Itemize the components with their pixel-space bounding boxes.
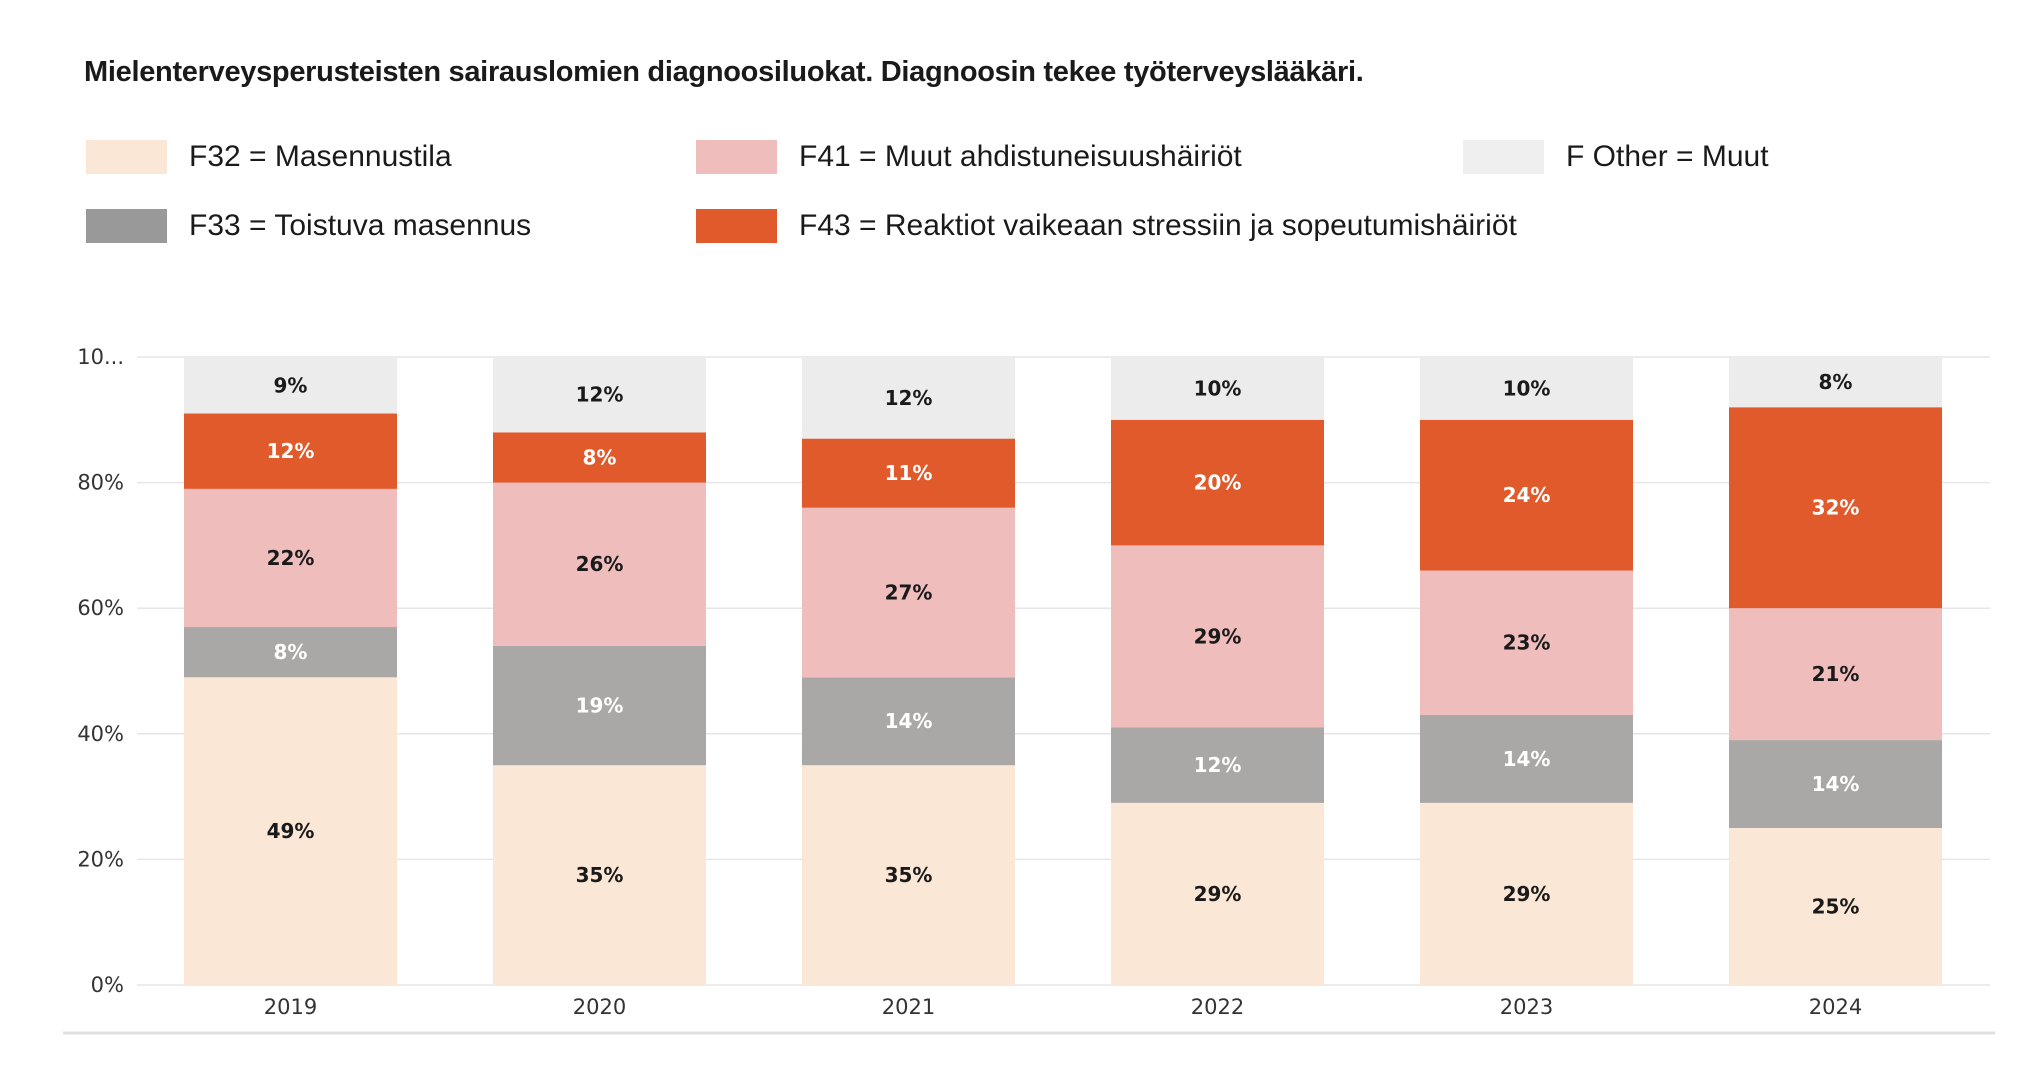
data-label: 10% <box>1194 376 1242 400</box>
bar-segment <box>1111 357 1324 420</box>
x-tick-label: 2023 <box>1500 995 1553 1019</box>
bar-segment <box>493 432 706 483</box>
data-label: 49% <box>267 819 315 843</box>
data-label: 32% <box>1812 496 1860 520</box>
data-label: 21% <box>1812 662 1860 686</box>
x-tick-label: 2020 <box>573 995 626 1019</box>
bar-segment <box>1420 714 1633 803</box>
x-tick-label: 2019 <box>264 995 317 1019</box>
x-tick-label: 2024 <box>1809 995 1862 1019</box>
bar-segment <box>1111 802 1324 985</box>
data-label: 26% <box>576 552 624 576</box>
bar-segment <box>493 482 706 646</box>
bar-segment <box>802 765 1015 985</box>
bar-segment <box>493 765 706 985</box>
y-tick-label: 20% <box>77 847 124 871</box>
bar-segment <box>184 413 397 489</box>
bar-segment <box>1420 419 1633 571</box>
bar-segment <box>1420 570 1633 715</box>
bar-segment <box>1420 357 1633 420</box>
legend-item: F Other = Muut <box>1463 140 1769 174</box>
data-label: 12% <box>1194 753 1242 777</box>
data-label: 14% <box>885 709 933 733</box>
bar-segment <box>184 627 397 678</box>
bar-segment <box>1729 407 1942 609</box>
data-label: 12% <box>267 439 315 463</box>
data-label: 11% <box>885 461 933 485</box>
bar-segment <box>184 488 397 628</box>
data-label: 20% <box>1194 471 1242 495</box>
data-label: 8% <box>1819 370 1853 394</box>
data-label: 35% <box>885 863 933 887</box>
bar-segment <box>1729 828 1942 985</box>
data-label: 27% <box>885 581 933 605</box>
legend-label: F43 = Reaktiot vaikeaan stressiin ja sop… <box>799 209 1517 242</box>
bar-segment <box>802 677 1015 766</box>
legend-item: F43 = Reaktiot vaikeaan stressiin ja sop… <box>696 209 1517 243</box>
x-tick-label: 2022 <box>1191 995 1244 1019</box>
bar-segment <box>1420 802 1633 985</box>
legend-swatch <box>696 209 777 243</box>
data-label: 29% <box>1194 624 1242 648</box>
legend-label: F Other = Muut <box>1566 140 1769 173</box>
data-label: 22% <box>267 546 315 570</box>
data-label: 14% <box>1503 747 1551 771</box>
data-label: 8% <box>583 445 617 469</box>
data-label: 10% <box>1503 376 1551 400</box>
bar-segment <box>493 357 706 433</box>
data-label: 14% <box>1812 772 1860 796</box>
legend-swatch <box>86 209 167 243</box>
bar-segment <box>1111 545 1324 728</box>
legend-item: F41 = Muut ahdistuneisuushäiriöt <box>696 140 1242 174</box>
bar-segment <box>1111 727 1324 803</box>
bar-segment <box>802 507 1015 678</box>
legend-label: F33 = Toistuva masennus <box>189 209 532 242</box>
data-label: 35% <box>576 863 624 887</box>
bar-segment <box>802 438 1015 508</box>
bar-segment <box>1729 357 1942 408</box>
y-tick-label: 0% <box>91 973 124 997</box>
bar-segment <box>802 357 1015 439</box>
data-label: 24% <box>1503 483 1551 507</box>
y-tick-label: 80% <box>77 471 124 495</box>
data-label: 23% <box>1503 631 1551 655</box>
data-label: 12% <box>885 386 933 410</box>
y-tick-label: 40% <box>77 722 124 746</box>
data-label: 12% <box>576 383 624 407</box>
legend-swatch <box>696 140 777 174</box>
bar-segment <box>493 645 706 766</box>
legend-item: F32 = Masennustila <box>86 140 452 174</box>
data-label: 8% <box>274 640 308 664</box>
bar-segment <box>1111 419 1324 546</box>
legend-label: F41 = Muut ahdistuneisuushäiriöt <box>799 140 1242 173</box>
legend-swatch <box>86 140 167 174</box>
x-tick-label: 2021 <box>882 995 935 1019</box>
legend-label: F32 = Masennustila <box>189 140 452 173</box>
data-label: 29% <box>1194 882 1242 906</box>
data-label: 29% <box>1503 882 1551 906</box>
chart-title: Mielenterveysperusteisten sairauslomien … <box>84 56 1364 88</box>
bar-segment <box>1729 608 1942 741</box>
data-label: 19% <box>576 694 624 718</box>
data-label: 9% <box>274 373 308 397</box>
legend-item: F33 = Toistuva masennus <box>86 209 531 243</box>
bar-segment <box>1729 740 1942 828</box>
legend-swatch <box>1463 140 1544 174</box>
y-tick-label: 60% <box>77 596 124 620</box>
data-label: 25% <box>1812 895 1860 919</box>
bar-segment <box>184 357 397 414</box>
y-tick-label: 10... <box>77 345 124 369</box>
bar-segment <box>184 677 397 985</box>
